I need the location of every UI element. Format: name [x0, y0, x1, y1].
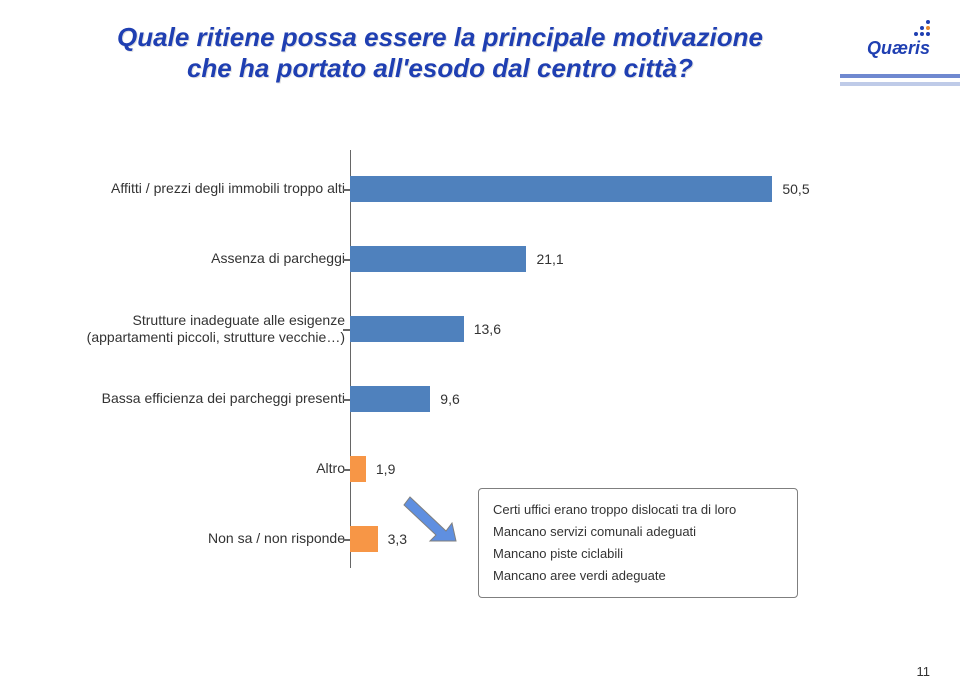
callout-box: Certi uffici erano troppo dislocati tra … — [478, 488, 798, 598]
bar-value: 50,5 — [782, 181, 809, 197]
category-label: Affitti / prezzi degli immobili troppo a… — [60, 160, 345, 218]
title-line-2: che ha portato all'esodo dal centro citt… — [187, 53, 693, 83]
bar — [350, 176, 772, 202]
axis-tick — [343, 329, 350, 331]
category-label: Strutture inadeguate alle esigenze (appa… — [60, 300, 345, 358]
bar-row: 21,1 — [350, 230, 870, 288]
page-number: 11 — [917, 664, 931, 679]
axis-tick — [343, 469, 350, 471]
logo-dots-icon — [840, 20, 930, 36]
callout-line: Certi uffici erano troppo dislocati tra … — [493, 499, 783, 521]
bar-value: 3,3 — [388, 531, 407, 547]
callout-line: Mancano piste ciclabili — [493, 543, 783, 565]
category-label: Assenza di parcheggi — [60, 230, 345, 288]
bar — [350, 526, 378, 552]
brand-logo: Quæris — [840, 20, 930, 59]
bar-value: 9,6 — [440, 391, 459, 407]
bar-value: 21,1 — [536, 251, 563, 267]
bar-value: 13,6 — [474, 321, 501, 337]
logo-text: Quæris — [840, 38, 930, 59]
axis-tick — [343, 259, 350, 261]
bar — [350, 246, 526, 272]
callout-line: Mancano aree verdi adeguate — [493, 565, 783, 587]
bar-value: 1,9 — [376, 461, 395, 477]
category-label: Bassa efficienza dei parcheggi presenti — [60, 370, 345, 428]
slide-title: Quale ritiene possa essere la principale… — [80, 22, 800, 84]
bar-row: 9,6 — [350, 370, 870, 428]
bar — [350, 316, 464, 342]
axis-tick — [343, 399, 350, 401]
category-label: Non sa / non risponde — [60, 510, 345, 568]
callout-line: Mancano servizi comunali adeguati — [493, 521, 783, 543]
axis-tick — [343, 539, 350, 541]
title-line-1: Quale ritiene possa essere la principale… — [117, 22, 763, 52]
logo-underline — [840, 74, 960, 90]
bar — [350, 456, 366, 482]
bar-row: 13,6 — [350, 300, 870, 358]
bar — [350, 386, 430, 412]
category-label: Altro — [60, 440, 345, 498]
axis-tick — [343, 189, 350, 191]
bar-row: 50,5 — [350, 160, 870, 218]
